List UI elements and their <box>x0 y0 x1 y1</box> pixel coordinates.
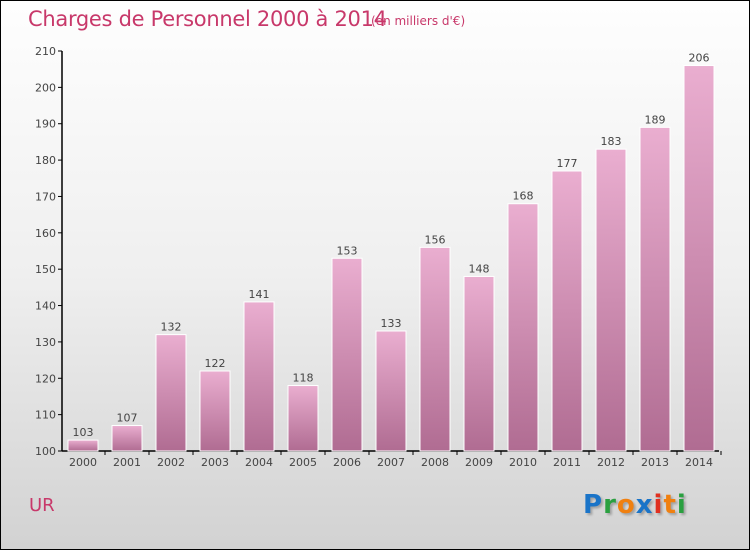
bar-2004 <box>243 301 275 452</box>
bar-2014 <box>683 65 715 452</box>
y-tick-label: 170 <box>35 190 56 203</box>
chart-unit: (en milliers d'€) <box>371 14 466 28</box>
x-tick-label: 2001 <box>113 456 141 469</box>
bar-2002 <box>155 334 187 452</box>
x-tick-label: 2006 <box>333 456 361 469</box>
bar-2010 <box>507 203 539 452</box>
y-tick-label: 110 <box>35 409 56 422</box>
chart-title: Charges de Personnel 2000 à 2014 <box>28 7 387 31</box>
data-label: 103 <box>73 426 94 439</box>
data-label: 189 <box>645 113 666 126</box>
logo-letter: o <box>616 490 636 520</box>
x-tick-label: 2005 <box>289 456 317 469</box>
y-tick-label: 200 <box>35 81 56 94</box>
x-tick-label: 2002 <box>157 456 185 469</box>
x-tick-label: 2000 <box>69 456 97 469</box>
bar-2001 <box>111 425 143 452</box>
data-label: 168 <box>513 190 534 203</box>
data-label: 206 <box>689 52 710 65</box>
data-label: 132 <box>161 321 182 334</box>
logo-letter: x <box>635 490 654 520</box>
logo-letter: P <box>583 490 604 520</box>
x-tick-label: 2003 <box>201 456 229 469</box>
y-tick-label: 130 <box>35 336 56 349</box>
data-label: 141 <box>249 288 270 301</box>
data-label: 107 <box>117 412 138 425</box>
logo-letter: i <box>676 490 687 520</box>
x-tick-label: 2008 <box>421 456 449 469</box>
logo-letter: r <box>603 490 617 520</box>
x-tick-label: 2014 <box>685 456 713 469</box>
logo-letter: t <box>663 490 677 520</box>
bar-2005 <box>287 385 319 452</box>
bar-2011 <box>551 170 583 452</box>
bar-2012 <box>595 148 627 452</box>
x-tick-label: 2007 <box>377 456 405 469</box>
x-tick-label: 2012 <box>597 456 625 469</box>
y-tick-label: 150 <box>35 263 56 276</box>
x-tick-label: 2011 <box>553 456 581 469</box>
commune-name: UR <box>29 495 55 516</box>
data-label: 177 <box>557 157 578 170</box>
x-tick-label: 2010 <box>509 456 537 469</box>
y-tick-label: 100 <box>35 445 56 458</box>
logo-letter: i <box>653 490 664 520</box>
y-tick-label: 120 <box>35 372 56 385</box>
bar-2009 <box>463 275 495 452</box>
y-tick-label: 190 <box>35 118 56 131</box>
bar-2003 <box>199 370 231 452</box>
data-label: 133 <box>381 317 402 330</box>
data-label: 122 <box>205 357 226 370</box>
data-label: 156 <box>425 233 446 246</box>
proxiti-logo[interactable]: Proxiti <box>583 490 687 520</box>
data-label: 148 <box>469 262 490 275</box>
bar-2000 <box>67 439 99 452</box>
y-tick-label: 160 <box>35 227 56 240</box>
y-tick-label: 140 <box>35 300 56 313</box>
x-tick-label: 2004 <box>245 456 273 469</box>
x-tick-label: 2009 <box>465 456 493 469</box>
data-label: 118 <box>293 372 314 385</box>
bar-2008 <box>419 246 451 452</box>
y-tick-label: 210 <box>35 45 56 58</box>
x-tick-label: 2013 <box>641 456 669 469</box>
data-label: 153 <box>337 244 358 257</box>
bar-2007 <box>375 330 407 452</box>
data-label: 183 <box>601 135 622 148</box>
y-tick-label: 180 <box>35 154 56 167</box>
bar-2013 <box>639 126 671 452</box>
bar-2006 <box>331 257 363 452</box>
